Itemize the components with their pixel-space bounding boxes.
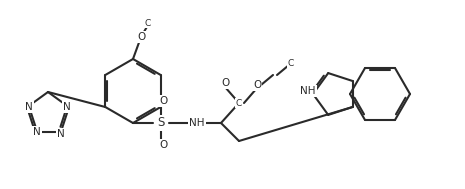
Text: C: C	[288, 59, 294, 67]
Text: N: N	[57, 129, 65, 139]
Text: O: O	[159, 140, 167, 150]
Text: S: S	[157, 116, 165, 129]
Text: N: N	[63, 102, 71, 112]
Text: N: N	[33, 127, 41, 137]
Text: NH: NH	[189, 118, 205, 128]
Text: C: C	[145, 19, 151, 28]
Text: O: O	[221, 78, 229, 88]
Text: NH: NH	[300, 86, 316, 96]
Text: O: O	[253, 80, 261, 90]
Text: N: N	[25, 102, 33, 112]
Text: O: O	[159, 96, 167, 106]
Text: O: O	[137, 32, 145, 42]
Text: C: C	[236, 98, 242, 108]
